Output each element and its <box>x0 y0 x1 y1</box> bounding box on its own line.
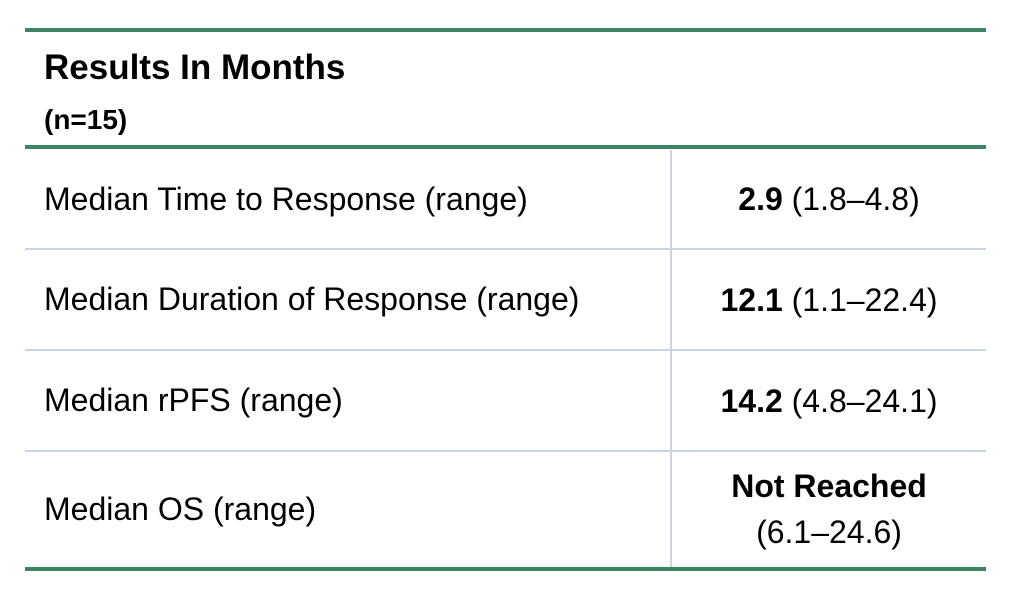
range-value: (4.8–24.1) <box>791 382 938 419</box>
row-separator <box>25 248 986 250</box>
row-label: Median rPFS (range) <box>44 382 343 418</box>
value-text: 2.9 (1.8–4.8) <box>738 176 919 222</box>
value-cell: Not Reached (6.1–24.6) <box>672 451 986 567</box>
median-value: Not Reached <box>731 468 927 504</box>
range-value: (1.8–4.8) <box>791 181 920 217</box>
column-divider <box>670 150 672 568</box>
row-label: Median Time to Response (range) <box>44 180 528 217</box>
value-text: Not Reached (6.1–24.6) <box>731 463 927 555</box>
range-value: (6.1–24.6) <box>756 514 902 550</box>
top-rule <box>25 28 986 32</box>
range-value: (1.1–22.4) <box>791 281 938 318</box>
value-cell: 12.1 (1.1–22.4) <box>672 249 986 350</box>
median-value: 2.9 <box>738 181 783 217</box>
value-text: 14.2 (4.8–24.1) <box>720 378 937 424</box>
row-label: Median OS (range) <box>44 490 317 527</box>
median-value: 14.2 <box>720 382 783 419</box>
row-separator <box>25 450 986 452</box>
value-text: 12.1 (1.1–22.4) <box>720 277 937 323</box>
table-title: Results In Months <box>44 48 346 87</box>
row-label: Median Duration of Response (range) <box>44 281 580 317</box>
value-cell: 14.2 (4.8–24.1) <box>672 350 986 451</box>
header-rule <box>25 145 986 149</box>
value-cell: 2.9 (1.8–4.8) <box>672 149 986 249</box>
table-subtitle: (n=15) <box>44 104 128 135</box>
bottom-rule <box>25 567 986 571</box>
row-separator <box>25 349 986 351</box>
median-value: 12.1 <box>720 281 783 318</box>
